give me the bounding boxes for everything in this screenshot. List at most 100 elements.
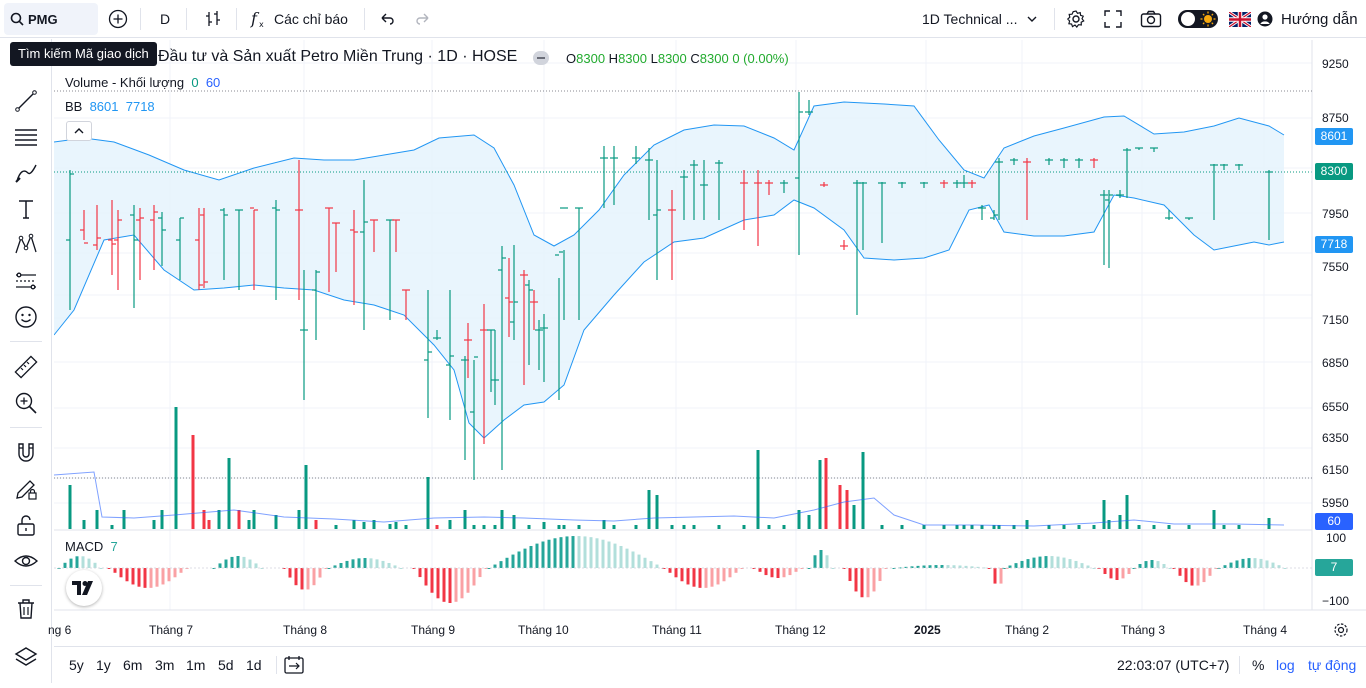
screenshot-button[interactable] — [1140, 0, 1162, 38]
macd-histogram-bar — [1265, 560, 1269, 568]
object-tree-tool[interactable] — [12, 643, 40, 671]
volume-price-tag: 60 — [1315, 513, 1353, 530]
macd-histogram-bar — [436, 568, 440, 599]
volume-legend[interactable]: Volume - Khối lượng 0 60 — [65, 75, 220, 90]
macd-histogram-bar — [559, 537, 563, 568]
range-1y-button[interactable]: 1y — [96, 657, 111, 673]
range-5y-button[interactable]: 5y — [69, 657, 84, 673]
range-5d-button[interactable]: 5d — [218, 657, 234, 673]
macd-histogram-bar — [866, 568, 870, 598]
macd-histogram-bar — [1092, 568, 1096, 569]
macd-histogram-bar — [976, 566, 980, 568]
ruler-tool[interactable] — [12, 353, 40, 381]
icon-tool[interactable] — [12, 303, 40, 331]
macd-histogram-bar — [831, 568, 835, 569]
volume-bar — [557, 525, 561, 529]
macd-histogram-bar — [511, 554, 515, 568]
macd-histogram-bar — [1190, 568, 1194, 586]
auto-scale-toggle[interactable]: tự động — [1308, 657, 1357, 673]
macd-histogram-bar — [1014, 563, 1018, 568]
bollinger-lower-line — [54, 194, 1285, 439]
pattern-tool[interactable] — [12, 231, 40, 259]
magnet-tool[interactable] — [12, 439, 40, 467]
ruler-icon — [14, 355, 38, 379]
price-axis-label: 7550 — [1322, 260, 1349, 274]
clock-timezone[interactable]: 22:03:07 (UTC+7) — [1117, 657, 1230, 673]
macd-histogram-bar — [499, 561, 503, 568]
macd-legend[interactable]: MACD 7 — [65, 539, 118, 554]
goto-date-button[interactable] — [284, 647, 306, 683]
chart-type-button[interactable] — [203, 0, 223, 38]
volume-bar — [352, 520, 356, 529]
brush-tool[interactable] — [12, 159, 40, 187]
zoom-tool[interactable] — [12, 389, 40, 417]
macd-histogram-bar — [958, 565, 962, 568]
fib-retracement-tool[interactable] — [12, 123, 40, 151]
range-6m-button[interactable]: 6m — [123, 657, 143, 673]
volume-bar — [122, 510, 126, 529]
undo-button[interactable] — [378, 0, 396, 38]
macd-histogram-bar — [93, 562, 97, 568]
redo-button[interactable] — [414, 0, 432, 38]
log-scale-toggle[interactable]: log — [1276, 657, 1295, 673]
macd-histogram-bar — [1115, 568, 1119, 580]
bb-legend[interactable]: BB 8601 7718 — [65, 99, 155, 114]
trash-icon — [18, 599, 34, 619]
macd-histogram-bar — [1172, 568, 1176, 569]
theme-toggle[interactable] — [1177, 0, 1219, 38]
macd-histogram-bar — [1127, 568, 1131, 574]
hide-drawings-tool[interactable] — [12, 547, 40, 575]
collapse-legend-button[interactable] — [66, 121, 92, 141]
axis-settings-icon[interactable] — [1333, 622, 1349, 638]
volume-bar — [980, 525, 984, 529]
symbol-search-button[interactable]: PMG — [4, 3, 98, 35]
macd-histogram-bar — [800, 568, 804, 569]
macd-histogram-bar — [230, 556, 234, 568]
percent-scale-toggle[interactable]: % — [1252, 657, 1265, 673]
macd-histogram-bar — [601, 539, 605, 568]
macd-histogram-bar — [1080, 563, 1084, 568]
volume-bar — [602, 520, 606, 529]
lock-all-drawings-tool[interactable] — [12, 511, 40, 539]
fullscreen-button[interactable] — [1104, 0, 1124, 38]
price-axis-label: 8750 — [1322, 111, 1349, 125]
lock-drawing-mode-tool[interactable] — [12, 475, 40, 503]
macd-histogram-bar — [161, 568, 165, 585]
macd-histogram-bar — [1032, 557, 1036, 568]
volume-bar — [647, 490, 651, 529]
volume-bar — [992, 525, 996, 529]
settings-button[interactable] — [1066, 0, 1086, 38]
macd-histogram-bar — [1283, 568, 1287, 569]
guide-button[interactable]: Hướng dẫn — [1257, 0, 1358, 38]
macd-price-tag: 7 — [1315, 559, 1353, 576]
language-button[interactable] — [1229, 0, 1251, 38]
price-chart[interactable] — [54, 40, 1366, 643]
volume-bars — [68, 407, 1271, 529]
range-1m-button[interactable]: 1m — [186, 657, 206, 673]
macd-histogram-bar — [1026, 559, 1030, 568]
forecast-tool[interactable] — [12, 267, 40, 295]
macd-histogram-bar — [1086, 565, 1090, 568]
layout-menu-button[interactable]: 1D Technical ... — [922, 0, 1037, 38]
time-axis-label: Tháng 8 — [283, 623, 328, 637]
more-options-icon[interactable] — [533, 51, 549, 65]
remove-drawings-tool[interactable] — [12, 595, 40, 623]
macd-histogram-bar — [782, 568, 786, 578]
macd-histogram-bar — [333, 565, 337, 568]
trend-line-tool[interactable] — [12, 87, 40, 115]
price-axis-label: 7950 — [1322, 207, 1349, 221]
prediction-icon — [16, 272, 36, 290]
volume-bar — [670, 525, 674, 529]
compare-symbol-button[interactable] — [108, 0, 130, 38]
tradingview-logo[interactable] — [66, 570, 102, 606]
text-tool[interactable] — [12, 195, 40, 223]
macd-histogram-bar — [248, 559, 252, 568]
time-axis-label: Tháng 2 — [1005, 623, 1050, 637]
macd-histogram-bar — [131, 568, 135, 585]
interval-button[interactable]: D — [160, 11, 171, 27]
range-1d-button[interactable]: 1d — [246, 657, 262, 673]
range-3m-button[interactable]: 3m — [155, 657, 175, 673]
volume-bar — [1062, 525, 1066, 529]
macd-histogram-bar — [878, 568, 882, 582]
